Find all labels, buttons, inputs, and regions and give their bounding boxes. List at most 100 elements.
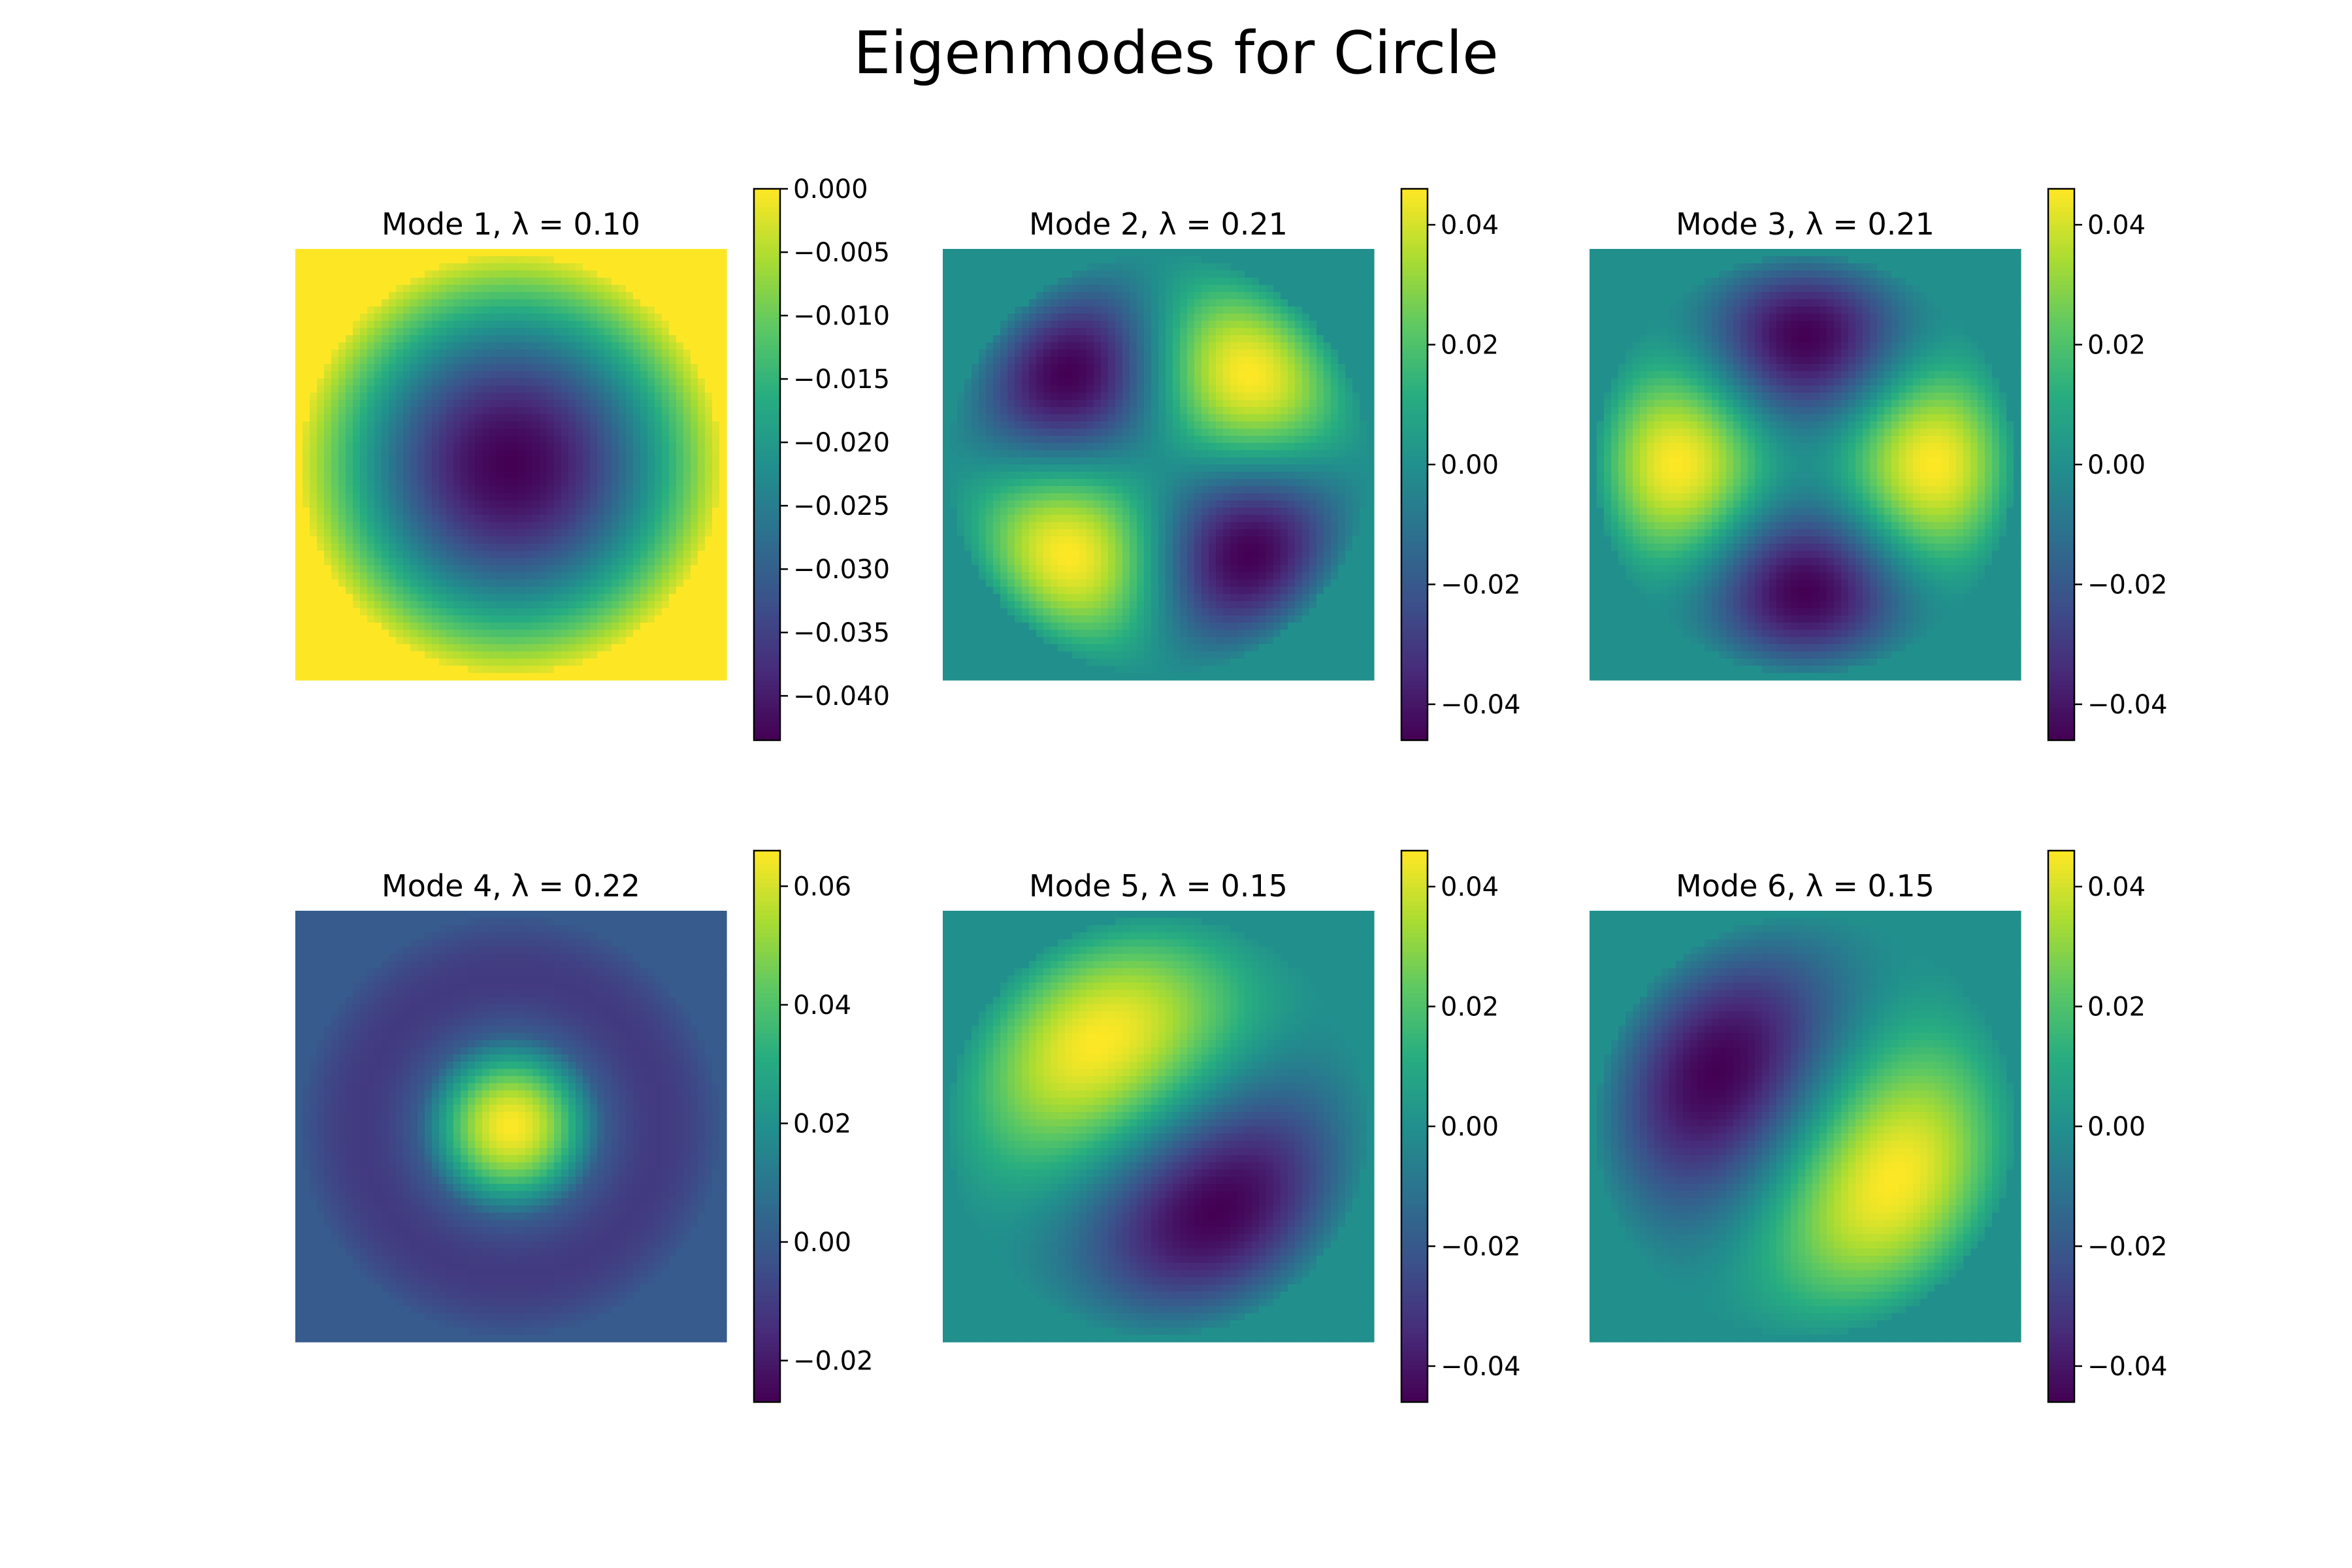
heatmap-cell xyxy=(1015,364,1022,372)
heatmap-cell xyxy=(439,292,447,300)
heatmap-cell xyxy=(719,314,727,321)
heatmap-cell xyxy=(712,544,720,551)
heatmap-cell xyxy=(604,536,612,544)
heatmap-cell xyxy=(1309,364,1317,372)
heatmap-cell xyxy=(655,256,662,264)
heatmap-cell xyxy=(324,414,332,422)
heatmap-cell xyxy=(425,278,433,286)
heatmap-cell xyxy=(532,407,540,415)
heatmap-cell xyxy=(662,536,670,544)
heatmap-cell xyxy=(410,666,418,674)
heatmap-cell xyxy=(683,500,691,508)
heatmap-cell xyxy=(568,306,576,314)
heatmap-cell xyxy=(1367,314,1375,321)
heatmap-cell xyxy=(604,292,612,300)
heatmap-cell xyxy=(410,472,418,480)
heatmap-cell xyxy=(518,615,526,623)
heatmap-cell xyxy=(698,328,706,336)
heatmap-cell xyxy=(590,608,598,616)
heatmap-cell xyxy=(1230,256,1238,264)
heatmap-cell xyxy=(1259,321,1267,329)
heatmap-cell xyxy=(353,500,361,508)
heatmap-cell xyxy=(1216,364,1224,372)
heatmap-cell xyxy=(1051,321,1058,329)
heatmap-cell xyxy=(439,249,447,257)
heatmap-cell xyxy=(475,500,483,508)
heatmap-cell xyxy=(475,536,483,544)
heatmap-cell xyxy=(676,515,684,523)
heatmap-cell xyxy=(432,601,440,609)
heatmap-cell xyxy=(554,371,562,379)
heatmap-cell xyxy=(1086,278,1094,286)
heatmap-cell xyxy=(425,666,433,674)
heatmap-cell xyxy=(317,421,325,429)
heatmap-cell xyxy=(1000,292,1008,300)
heatmap-cell xyxy=(647,335,655,343)
heatmap-cell xyxy=(1352,385,1360,393)
heatmap-cell xyxy=(612,486,619,494)
colorbar-segment xyxy=(754,570,780,576)
heatmap-cell xyxy=(439,321,447,329)
colorbar-segment xyxy=(754,469,780,474)
heatmap-cell xyxy=(489,558,497,566)
heatmap-cell xyxy=(676,335,684,343)
heatmap-cell xyxy=(1259,335,1267,343)
heatmap-cell xyxy=(518,256,526,264)
heatmap-cell xyxy=(712,529,720,537)
heatmap-cell xyxy=(1000,285,1008,293)
heatmap-cell xyxy=(568,558,576,566)
heatmap-cell xyxy=(432,443,440,451)
heatmap-cell xyxy=(446,450,454,458)
heatmap-cell xyxy=(568,292,576,300)
heatmap-cell xyxy=(561,522,569,530)
heatmap-cell xyxy=(432,522,440,530)
heatmap-cell xyxy=(619,407,627,415)
heatmap-cell xyxy=(655,407,662,415)
heatmap-cell xyxy=(353,594,361,602)
heatmap-cell xyxy=(1022,278,1030,286)
heatmap-cell xyxy=(489,371,497,379)
heatmap-cell xyxy=(604,529,612,537)
heatmap-cell xyxy=(310,572,318,580)
heatmap-cell xyxy=(554,407,562,415)
heatmap-cell xyxy=(583,256,591,264)
heatmap-cell xyxy=(1331,270,1339,278)
heatmap-cell xyxy=(396,371,404,379)
heatmap-cell xyxy=(525,601,533,609)
heatmap-cell xyxy=(612,558,619,566)
heatmap-cell xyxy=(590,500,598,508)
heatmap-cell xyxy=(346,357,353,365)
heatmap-cell xyxy=(331,651,339,659)
heatmap-cell xyxy=(1223,314,1231,321)
heatmap-cell xyxy=(317,673,325,681)
heatmap-cell xyxy=(1259,328,1267,336)
heatmap-cell xyxy=(540,666,547,674)
heatmap-cell xyxy=(504,385,512,393)
heatmap-cell xyxy=(525,580,533,587)
heatmap-cell xyxy=(1316,364,1324,372)
heatmap-cell xyxy=(417,529,425,537)
heatmap-cell xyxy=(367,278,375,286)
heatmap-cell xyxy=(360,335,368,343)
heatmap-cell xyxy=(633,580,641,587)
heatmap-cell xyxy=(338,270,346,278)
heatmap-cell xyxy=(324,385,332,393)
heatmap-cell xyxy=(302,508,310,515)
heatmap-cell xyxy=(705,551,713,559)
colorbar-segment xyxy=(754,556,780,562)
heatmap-cell xyxy=(482,472,490,480)
heatmap-cell xyxy=(626,551,634,559)
heatmap-cell xyxy=(475,558,483,566)
heatmap-cell xyxy=(1209,378,1217,386)
colorbar-segment xyxy=(754,625,780,630)
heatmap-cell xyxy=(647,314,655,321)
heatmap-cell xyxy=(302,457,310,465)
heatmap-cell xyxy=(576,321,583,329)
heatmap-cell xyxy=(597,601,605,609)
heatmap-cell xyxy=(626,558,634,566)
heatmap-cell xyxy=(1007,270,1015,278)
heatmap-cell xyxy=(943,357,951,365)
heatmap-cell xyxy=(1281,285,1288,293)
heatmap-cell xyxy=(633,285,641,293)
heatmap-cell xyxy=(943,256,951,264)
